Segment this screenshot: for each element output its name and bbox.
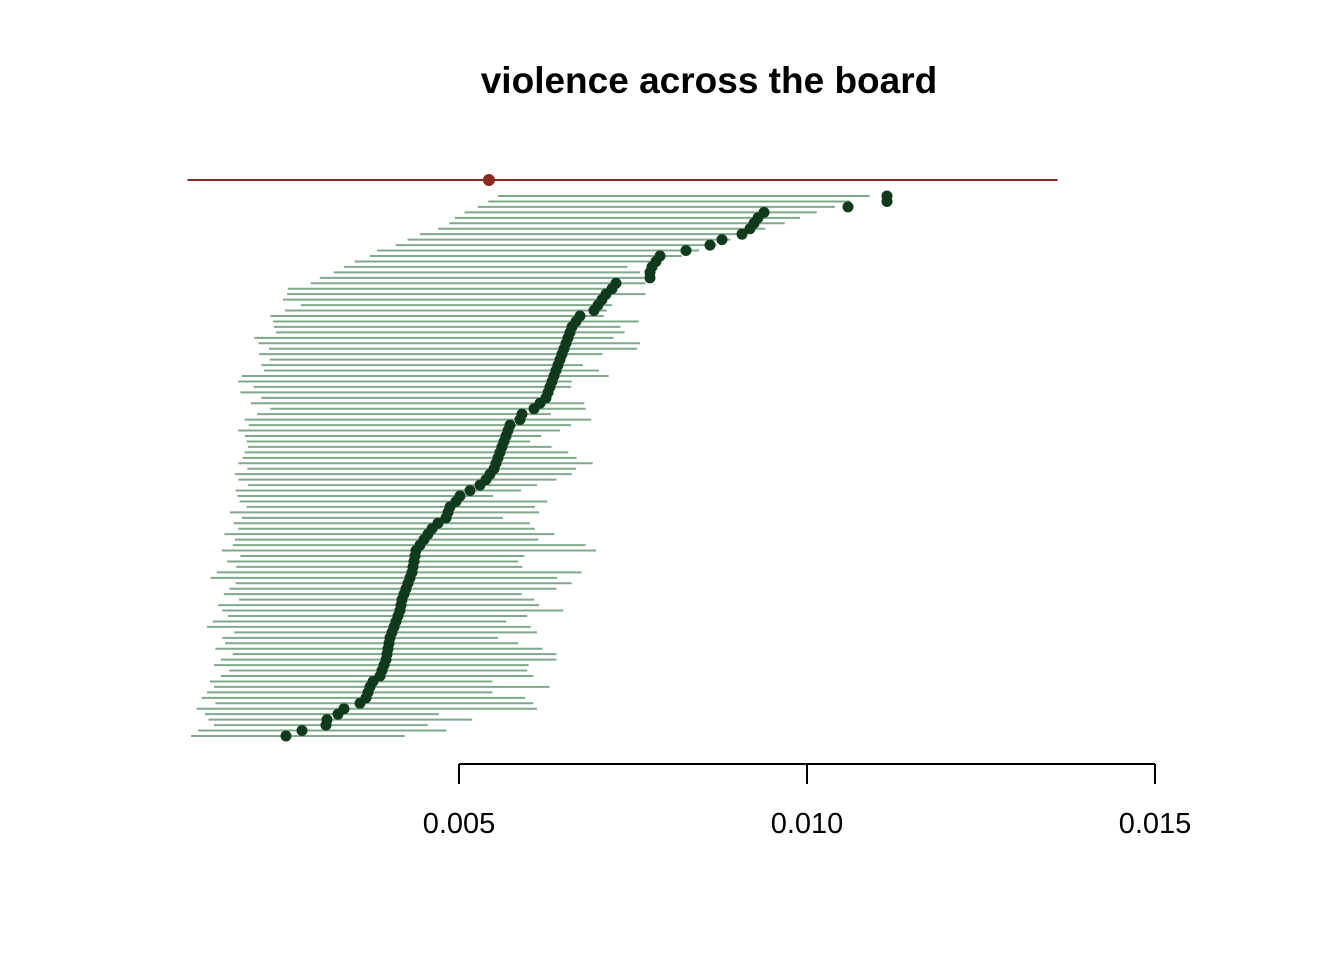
study-point xyxy=(321,714,333,726)
summary-estimate xyxy=(187,174,1058,186)
study-point xyxy=(758,206,770,218)
study-intervals xyxy=(191,195,870,737)
study-point xyxy=(338,703,350,715)
study-point xyxy=(736,228,748,240)
x-tick-label: 0.010 xyxy=(771,808,844,840)
chart-title: violence across the board xyxy=(481,60,938,101)
study-point xyxy=(680,245,692,257)
x-axis: 0.005 0.010 0.015 xyxy=(423,763,1192,840)
study-point xyxy=(516,408,528,420)
study-point xyxy=(716,234,728,246)
study-point xyxy=(504,419,516,431)
x-tick-label: 0.005 xyxy=(423,808,496,840)
study-point xyxy=(842,201,854,213)
study-point xyxy=(574,310,586,322)
study-point xyxy=(454,490,466,502)
study-point xyxy=(432,517,444,529)
study-point xyxy=(881,190,893,202)
study-point xyxy=(704,239,716,251)
x-tick-label: 0.015 xyxy=(1119,808,1192,840)
study-point xyxy=(296,725,308,737)
study-points xyxy=(280,190,893,742)
study-point xyxy=(610,277,622,289)
study-point xyxy=(654,250,666,262)
summary-point xyxy=(482,174,495,186)
study-point xyxy=(464,485,476,497)
study-point xyxy=(280,730,292,742)
